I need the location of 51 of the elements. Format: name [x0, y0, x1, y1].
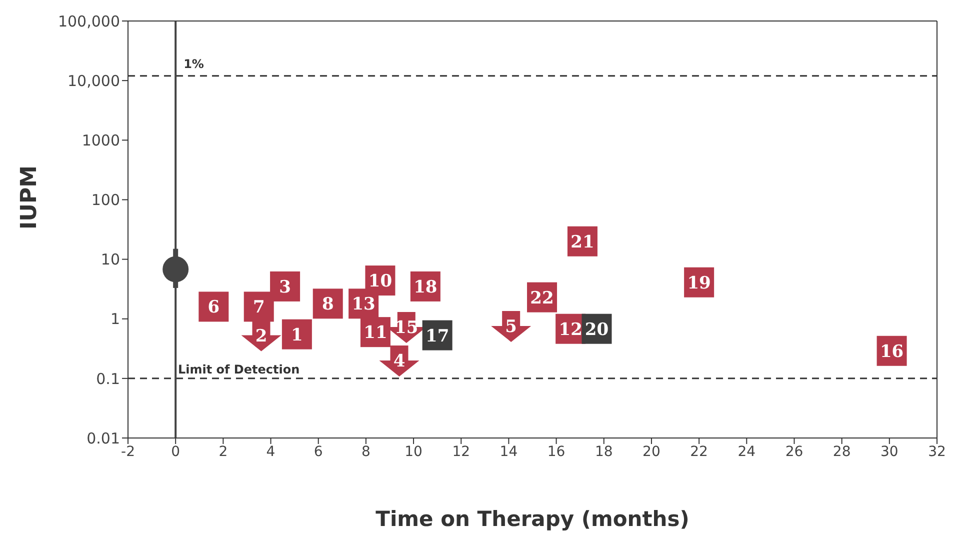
x-tick-label: 16 — [547, 444, 566, 460]
annotation: 11 — [364, 323, 388, 344]
x-tick-label: 0 — [171, 444, 180, 460]
annotation: 1% — [184, 56, 204, 71]
annotation: 18 — [414, 277, 438, 298]
annotation: 21 — [570, 232, 594, 252]
x-tick-label: 28 — [832, 444, 851, 460]
annotation: 8 — [322, 294, 334, 315]
x-tick-label: 2 — [218, 444, 228, 460]
x-tick-label: 20 — [642, 444, 660, 460]
y-tick-label: 0.01 — [86, 429, 120, 448]
y-tick-label: 0.1 — [96, 370, 120, 388]
annotation: 1 — [291, 325, 303, 346]
x-tick-label: 4 — [266, 444, 276, 460]
x-tick-label: 26 — [785, 444, 804, 460]
annotation: 20 — [584, 320, 609, 340]
annotation: 6 — [208, 298, 220, 318]
annotation: 3 — [279, 277, 291, 298]
annotation: 10 — [368, 272, 392, 292]
annotation: 4 — [393, 351, 406, 372]
y-axis-title: IUPM — [16, 165, 42, 230]
x-tick-label: 24 — [738, 444, 756, 460]
point — [162, 256, 189, 282]
annotation: 16 — [880, 342, 904, 362]
annotation: 17 — [425, 326, 450, 346]
x-tick-label: 6 — [314, 444, 323, 460]
y-tick-label: 1 — [110, 310, 120, 328]
y-tick-label: 10 — [100, 250, 120, 269]
x-tick-label: 12 — [452, 444, 470, 460]
x-tick-label: 8 — [361, 444, 370, 460]
x-tick-label: 14 — [500, 444, 518, 460]
annotation: 2 — [255, 326, 268, 346]
x-tick-label: 30 — [880, 444, 898, 460]
annotation: 13 — [352, 294, 376, 315]
x-tick-label: 32 — [928, 444, 946, 460]
annotation: 12 — [558, 320, 582, 340]
ref-line-label: Limit of Detection — [178, 362, 300, 376]
annotation: 5 — [505, 316, 518, 337]
x-tick-label: 10 — [404, 444, 422, 460]
annotation: 19 — [687, 273, 711, 294]
y-tick-label: 1000 — [82, 131, 120, 150]
annotation: 7 — [252, 298, 265, 318]
y-tick-label: 100 — [91, 191, 120, 210]
y-tick-label: 100,000 — [58, 12, 120, 30]
annotation: 15 — [394, 318, 418, 338]
y-tick-label: 10,000 — [68, 72, 120, 90]
x-tick-label: 18 — [594, 444, 613, 460]
x-tick-label: -2 — [121, 444, 135, 460]
x-axis-title: Time on Therapy (months) — [376, 507, 690, 531]
annotation: 22 — [530, 288, 554, 308]
x-tick-label: 22 — [690, 444, 708, 460]
